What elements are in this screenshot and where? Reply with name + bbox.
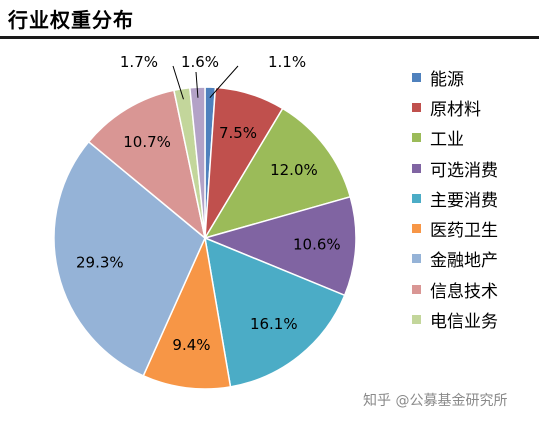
- leader-lines: [172, 65, 239, 100]
- pie-slice-3: [203, 107, 352, 240]
- legend-item: 工业: [412, 123, 498, 153]
- legend-label: 可选消费: [430, 160, 498, 181]
- legend-label: 原材料: [430, 99, 481, 120]
- legend-label: 能源: [430, 69, 464, 90]
- legend-label: 金融地产: [430, 251, 498, 272]
- legend-item: 主要消费: [412, 183, 498, 213]
- data-label-7: 29.3%: [76, 254, 124, 272]
- pie-slice-8: [87, 89, 207, 240]
- legend-swatch: [412, 254, 421, 264]
- data-label-8: 10.7%: [123, 133, 171, 151]
- legend-label: 信息技术: [430, 281, 498, 302]
- data-label-10: 1.6%: [181, 53, 219, 71]
- watermark: 知乎 @公募基金研究所: [363, 393, 508, 409]
- data-label-4: 10.6%: [293, 235, 341, 253]
- legend-item: 医药卫生: [412, 213, 498, 243]
- pie-slices: [53, 86, 357, 390]
- chart-title: 行业权重分布: [8, 8, 134, 32]
- legend-item: 能源: [412, 62, 498, 92]
- legend-swatch: [412, 163, 421, 173]
- legend-swatch: [412, 102, 421, 112]
- legend-item: 信息技术: [412, 274, 498, 304]
- legend-swatch: [412, 224, 421, 234]
- pie-slice-6: [142, 235, 232, 390]
- legend-item: 原材料: [412, 92, 498, 122]
- data-label-5: 16.1%: [250, 315, 298, 333]
- data-label-2: 7.5%: [219, 124, 257, 142]
- data-label-6: 9.4%: [172, 336, 210, 354]
- legend-item: 金融地产: [412, 244, 498, 274]
- data-labels: 1.1% 7.5% 12.0% 10.6% 16.1% 9.4% 29.3% 10.7% 1.7…: [76, 53, 341, 354]
- leader-line-10: [195, 71, 199, 98]
- pie-slice-4: [202, 195, 357, 297]
- legend-swatch: [412, 133, 421, 143]
- pie-slice-7: [53, 140, 206, 377]
- legend-swatch: [412, 315, 421, 325]
- legend-label: 电信业务: [430, 312, 498, 333]
- data-label-3: 12.0%: [270, 161, 318, 179]
- legend-item: 电信业务: [412, 304, 498, 334]
- legend-label: 医药卫生: [430, 221, 498, 242]
- legend-swatch: [412, 284, 421, 294]
- legend-swatch: [412, 193, 421, 203]
- data-label-1: 1.1%: [268, 53, 306, 71]
- legend-swatch: [412, 72, 421, 82]
- data-label-9: 1.7%: [120, 53, 158, 71]
- leader-line-1: [209, 65, 239, 98]
- leader-line-9: [172, 65, 184, 100]
- legend-label: 主要消费: [430, 190, 498, 211]
- pie-slice-5: [204, 236, 346, 388]
- title-underline: [0, 36, 539, 39]
- legend: 能源原材料工业可选消费主要消费医药卫生金融地产信息技术电信业务: [412, 62, 498, 335]
- legend-label: 工业: [430, 130, 464, 151]
- legend-item: 可选消费: [412, 153, 498, 183]
